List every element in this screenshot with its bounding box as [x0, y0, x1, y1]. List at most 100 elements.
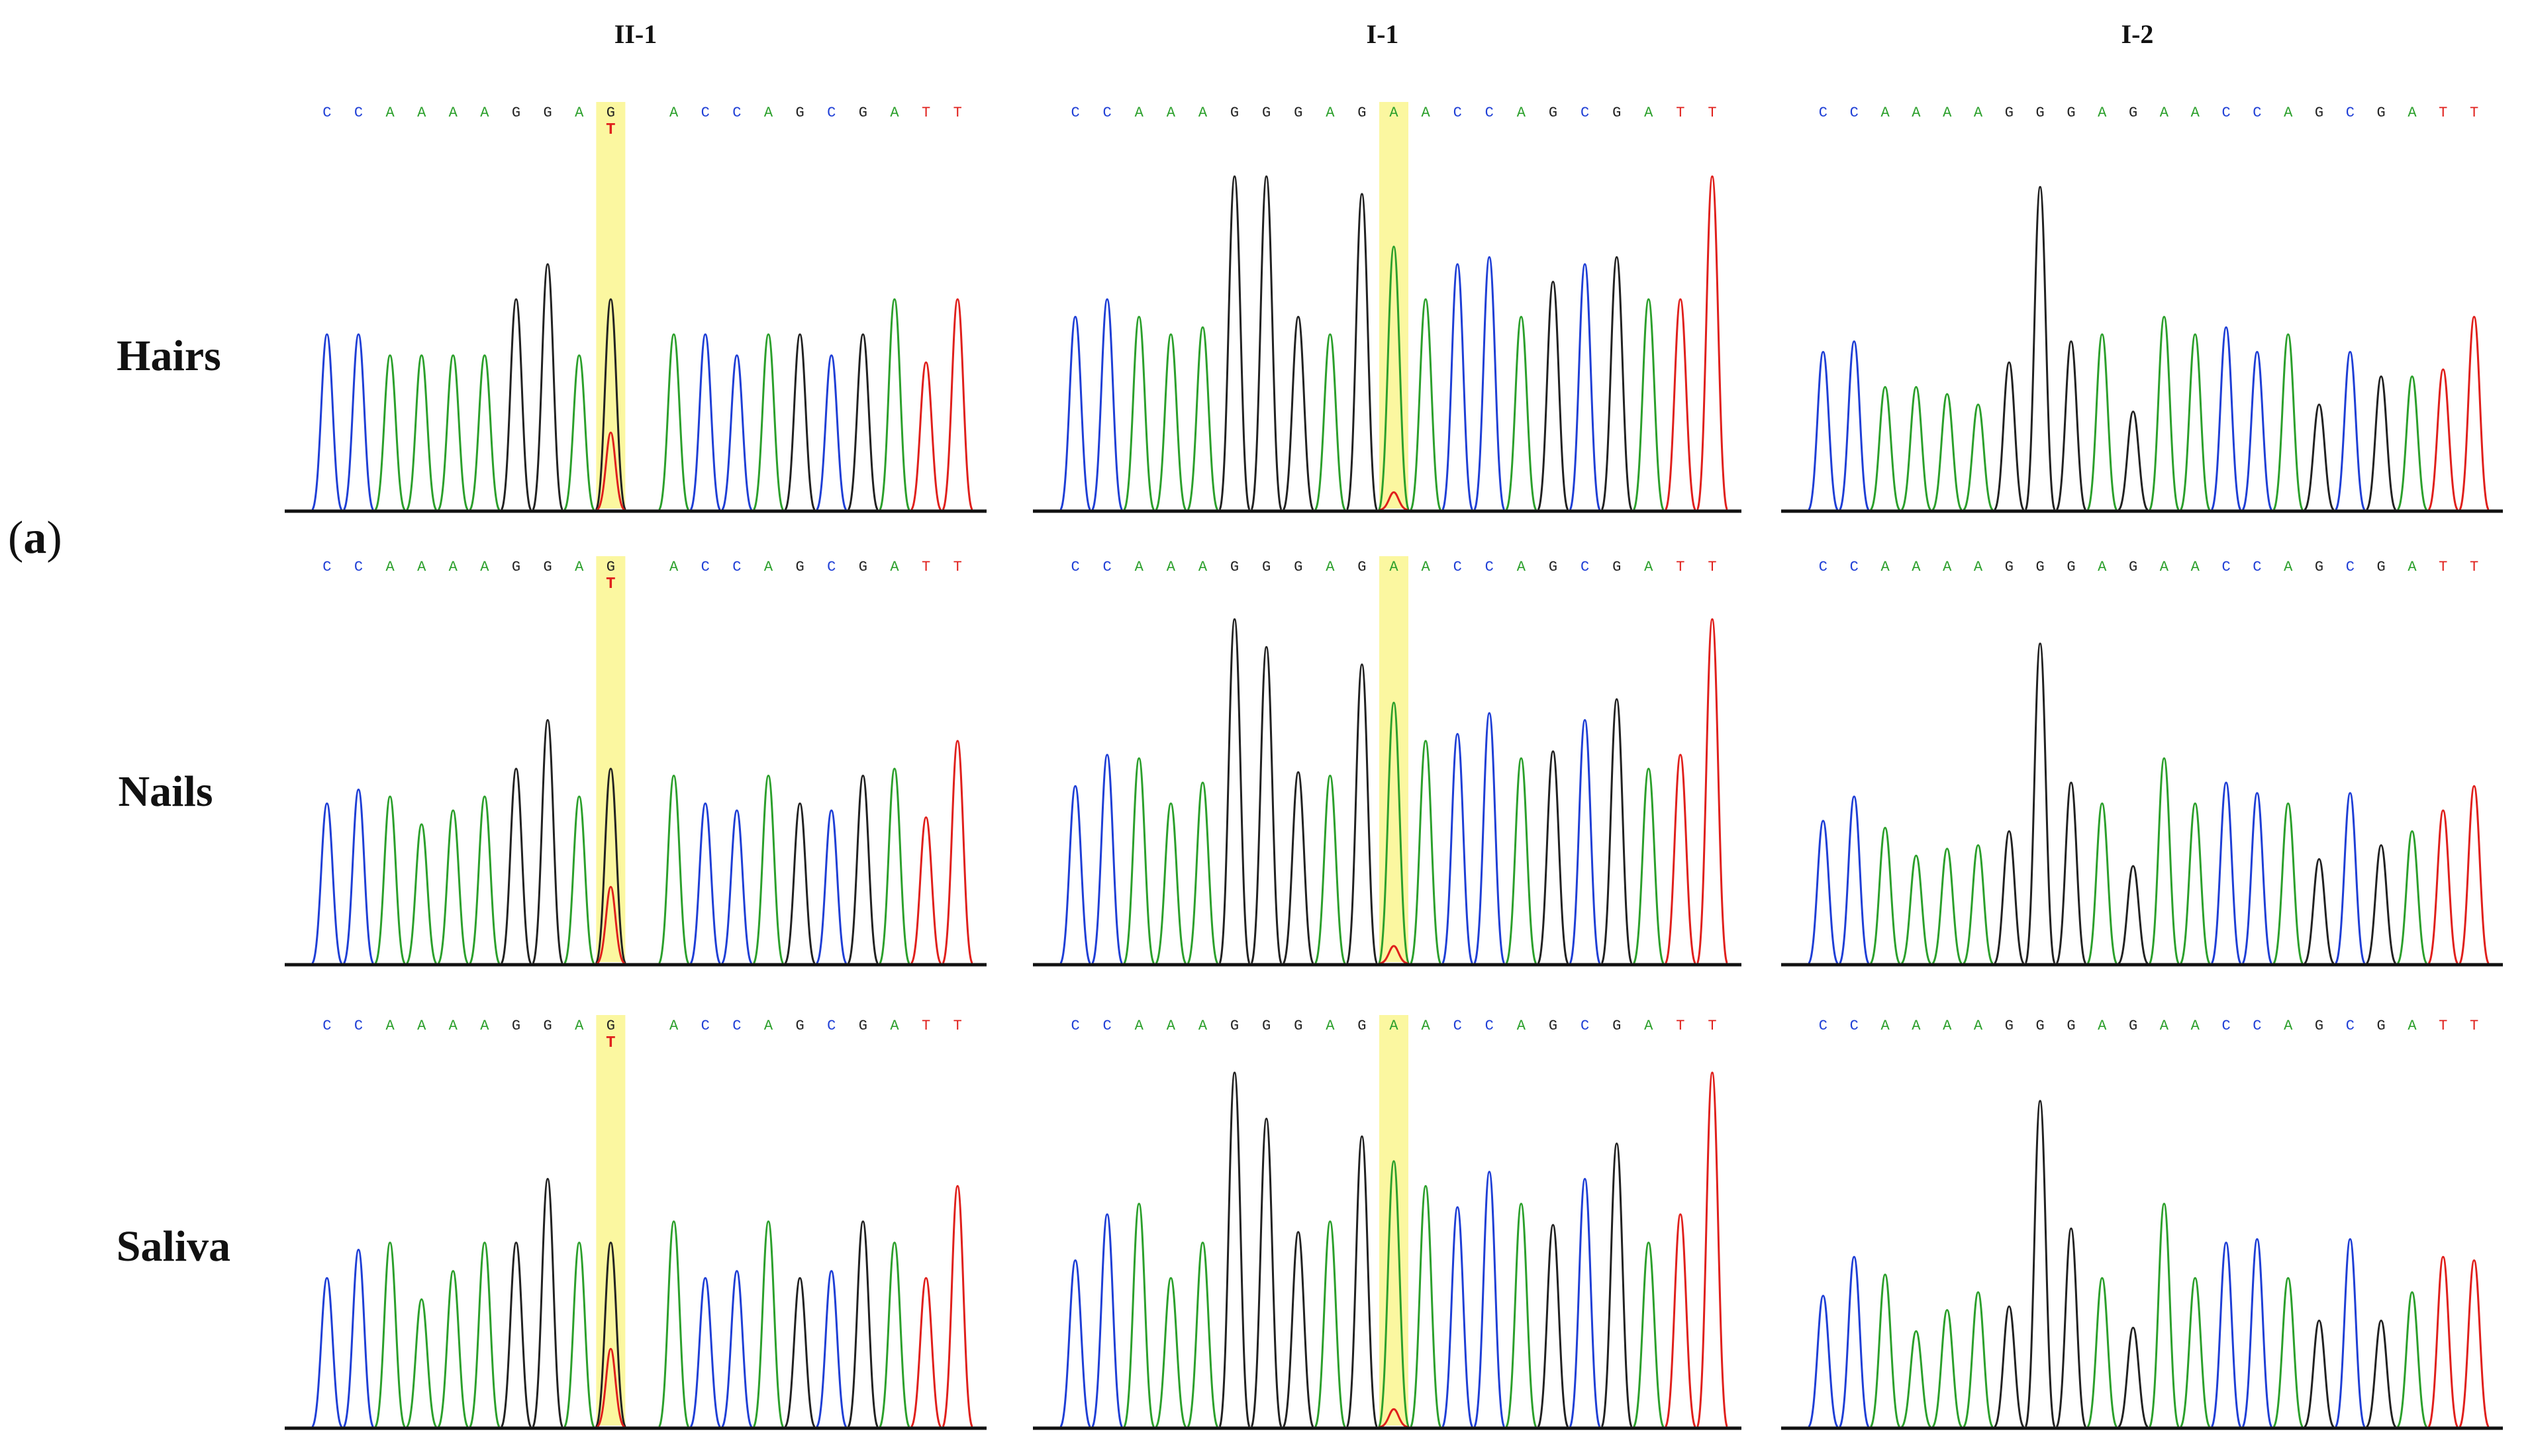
- trace-a: [373, 1220, 911, 1428]
- base-call-letter: G: [1294, 559, 1302, 575]
- base-call-letter: C: [1071, 1018, 1079, 1034]
- base-call-letter: C: [354, 1018, 363, 1034]
- base-call-letter: G: [607, 559, 615, 575]
- trace-c: [1807, 326, 2366, 511]
- base-call-letter: C: [354, 559, 363, 575]
- chromatogram-II-1-nails: C C A A A A G G A G A C C A G C G A T T T: [285, 556, 987, 967]
- base-call-letter: A: [575, 105, 584, 121]
- base-call-letter: G: [1612, 1018, 1621, 1034]
- base-call-letter: G: [795, 1018, 804, 1034]
- panel-label-open: (: [8, 512, 24, 563]
- trace-c: [1807, 1238, 2366, 1428]
- base-call-letter: G: [795, 105, 804, 121]
- base-call-letter: C: [701, 105, 710, 121]
- base-call-letter: T: [953, 559, 962, 575]
- base-call-letter: A: [1389, 559, 1398, 575]
- base-call-letter: A: [2284, 1018, 2293, 1034]
- base-call-letter: A: [1421, 105, 1430, 121]
- trace-g: [500, 718, 879, 965]
- base-call-letter: T: [953, 1018, 962, 1034]
- trace-g: [1218, 175, 1633, 511]
- base-call-letter: A: [417, 559, 426, 575]
- base-call-letter: A: [1326, 559, 1335, 575]
- base-call-letter: A: [2408, 1018, 2417, 1034]
- base-call-letter: C: [2346, 1018, 2355, 1034]
- base-call-letter: A: [1517, 105, 1526, 121]
- base-call-letter: C: [1850, 1018, 1859, 1034]
- trace-g: [1993, 185, 2398, 511]
- trace-t: [1664, 175, 1729, 511]
- base-call-letter: A: [2191, 559, 2200, 575]
- base-call-letter: A: [2191, 105, 2200, 121]
- base-call-letter: T: [2439, 559, 2447, 575]
- base-call-letter: A: [1167, 105, 1176, 121]
- column-title-I-2: I-2: [2121, 19, 2154, 49]
- trace-a: [1122, 701, 1665, 965]
- base-call-letter: G: [1357, 559, 1366, 575]
- base-call-letter: G: [2129, 1018, 2137, 1034]
- base-call-letter: C: [2253, 1018, 2261, 1034]
- base-call-letter: A: [890, 1018, 899, 1034]
- panel-label-close: ): [46, 512, 62, 563]
- trace-t: [1664, 1071, 1729, 1428]
- trace-secondary-peak: [1379, 945, 1408, 965]
- base-call-letter: T: [1708, 1018, 1716, 1034]
- base-call-letter: A: [1912, 559, 1921, 575]
- base-call-letter: A: [1135, 105, 1144, 121]
- base-call-letter: G: [512, 105, 520, 121]
- base-call-letter: A: [575, 1018, 584, 1034]
- base-call-letter: C: [1485, 559, 1494, 575]
- base-call-letter: A: [1517, 559, 1526, 575]
- base-call-letter: A: [1167, 1018, 1176, 1034]
- base-call-letter: G: [607, 105, 615, 121]
- base-call-letter: A: [1198, 1018, 1208, 1034]
- trace-t: [910, 740, 974, 965]
- trace-t: [2427, 315, 2490, 511]
- base-call-letter: G: [1262, 1018, 1271, 1034]
- trace-t: [910, 1185, 974, 1428]
- base-call-letter: C: [1071, 105, 1079, 121]
- variant-highlight-band: [596, 102, 626, 509]
- base-call-letter: C: [1453, 1018, 1462, 1034]
- base-call-letter: G: [1262, 105, 1271, 121]
- base-call-letter: A: [1198, 559, 1208, 575]
- base-call-letter: A: [669, 559, 679, 575]
- base-call-letter: A: [480, 559, 489, 575]
- trace-a: [1122, 245, 1665, 511]
- base-call-letter: A: [890, 105, 899, 121]
- base-call-letter: C: [2221, 559, 2230, 575]
- base-call-letter: A: [1880, 105, 1890, 121]
- base-call-letter: A: [1912, 1018, 1921, 1034]
- trace-t: [1664, 618, 1729, 965]
- row-label-hairs: Hairs: [117, 332, 221, 380]
- base-call-letter: A: [417, 105, 426, 121]
- trace-a: [1869, 757, 2428, 965]
- base-call-letter: C: [1819, 105, 1827, 121]
- trace-secondary-peak: [1379, 1408, 1408, 1428]
- column-title-II-1: II-1: [614, 19, 657, 49]
- base-call-letter: G: [2129, 559, 2137, 575]
- base-call-letter: T: [1708, 559, 1716, 575]
- variant-alt-letter: T: [606, 1034, 615, 1052]
- base-call-letter: G: [2005, 1018, 2014, 1034]
- base-call-letter: A: [1389, 1018, 1398, 1034]
- base-call-letter: A: [2408, 105, 2417, 121]
- base-call-letter: C: [322, 1018, 331, 1034]
- base-call-letter: A: [480, 105, 489, 121]
- base-call-letter: A: [1943, 1018, 1952, 1034]
- base-call-letter: G: [2377, 1018, 2386, 1034]
- variant-alt-letter: T: [606, 121, 615, 139]
- base-call-letter: G: [2377, 105, 2386, 121]
- base-call-letter: C: [827, 105, 836, 121]
- base-call-letter: G: [1357, 1018, 1366, 1034]
- base-call-letter: G: [512, 559, 520, 575]
- base-call-letter: A: [2191, 1018, 2200, 1034]
- base-call-letter: G: [544, 1018, 552, 1034]
- base-call-letter: A: [1167, 559, 1176, 575]
- base-call-letter: C: [1850, 559, 1859, 575]
- base-call-letter: G: [859, 559, 867, 575]
- base-call-letter: A: [385, 559, 395, 575]
- base-call-letter: T: [953, 105, 962, 121]
- variant-highlight-band: [596, 1015, 626, 1426]
- base-call-letter: G: [2315, 1018, 2323, 1034]
